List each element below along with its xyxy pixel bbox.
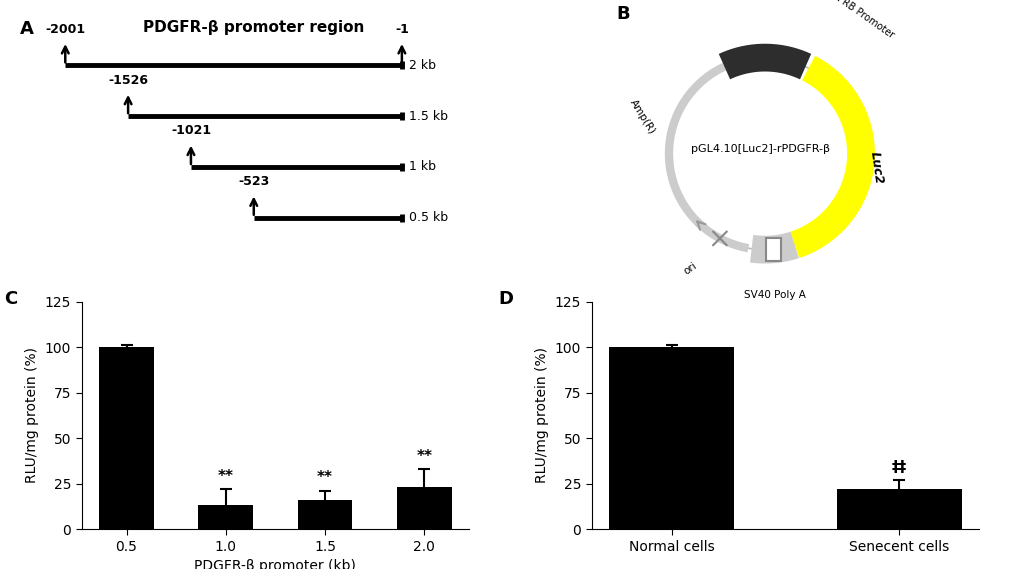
Text: -1526: -1526 <box>108 73 148 86</box>
Text: 1.5 kb: 1.5 kb <box>409 109 447 122</box>
Text: A: A <box>20 20 35 38</box>
Text: -1: -1 <box>394 23 409 36</box>
Text: ori: ori <box>681 261 698 277</box>
Text: 1 kb: 1 kb <box>409 160 435 174</box>
Text: Luc2: Luc2 <box>867 151 884 185</box>
Bar <box>99 347 154 529</box>
Text: -523: -523 <box>237 175 269 188</box>
Text: **: ** <box>218 469 233 484</box>
Text: ‡‡: ‡‡ <box>891 460 906 475</box>
Text: pGL4.10[Luc2]-rPDGFR-β: pGL4.10[Luc2]-rPDGFR-β <box>690 144 828 154</box>
Text: 0.5 kb: 0.5 kb <box>409 211 447 224</box>
Y-axis label: RLU/mg protein (%): RLU/mg protein (%) <box>535 347 548 484</box>
Text: **: ** <box>317 471 332 485</box>
Text: 2 kb: 2 kb <box>409 59 435 72</box>
Bar <box>396 487 451 529</box>
Text: Amp(R): Amp(R) <box>627 98 656 137</box>
X-axis label: PDGFR-β promoter (kb): PDGFR-β promoter (kb) <box>195 559 356 569</box>
Text: SV40 Poly A: SV40 Poly A <box>743 290 805 300</box>
Text: C: C <box>4 290 17 308</box>
Bar <box>199 505 253 529</box>
Text: PDGFR-β promoter region: PDGFR-β promoter region <box>143 20 364 35</box>
Y-axis label: RLU/mg protein (%): RLU/mg protein (%) <box>25 347 39 484</box>
Bar <box>836 489 961 529</box>
Text: **: ** <box>416 448 432 464</box>
Text: -2001: -2001 <box>45 23 86 36</box>
FancyBboxPatch shape <box>765 238 781 261</box>
Text: D: D <box>498 290 514 308</box>
Bar <box>298 500 352 529</box>
Text: PDGFRB Promoter: PDGFRB Promoter <box>817 0 895 40</box>
Text: -1021: -1021 <box>171 125 211 138</box>
Text: B: B <box>615 5 629 23</box>
Bar <box>608 347 734 529</box>
